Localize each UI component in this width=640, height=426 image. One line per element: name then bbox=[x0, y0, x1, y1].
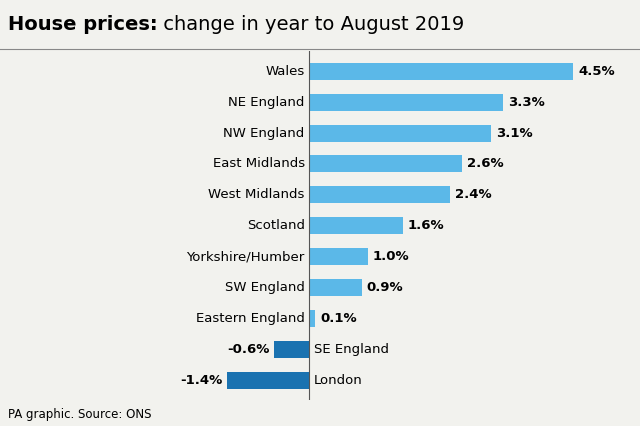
Text: NW England: NW England bbox=[223, 127, 305, 140]
Bar bbox=[309, 217, 403, 234]
Text: House prices:: House prices: bbox=[8, 15, 157, 34]
Bar bbox=[309, 248, 368, 265]
Text: SE England: SE England bbox=[314, 343, 389, 356]
Text: Scotland: Scotland bbox=[246, 219, 305, 232]
Text: East Midlands: East Midlands bbox=[212, 158, 305, 170]
Text: SW England: SW England bbox=[225, 281, 305, 294]
Bar bbox=[309, 94, 503, 111]
Text: -0.6%: -0.6% bbox=[227, 343, 269, 356]
Text: -1.4%: -1.4% bbox=[180, 374, 223, 387]
Bar bbox=[309, 279, 362, 296]
Text: 2.6%: 2.6% bbox=[467, 158, 503, 170]
Bar bbox=[309, 124, 492, 141]
Text: 3.1%: 3.1% bbox=[496, 127, 532, 140]
Text: Yorkshire/Humber: Yorkshire/Humber bbox=[186, 250, 305, 263]
Bar bbox=[309, 155, 462, 173]
Text: Wales: Wales bbox=[266, 65, 305, 78]
Text: West Midlands: West Midlands bbox=[208, 188, 305, 201]
Bar bbox=[309, 63, 573, 80]
Text: NE England: NE England bbox=[228, 95, 305, 109]
Text: 3.3%: 3.3% bbox=[508, 95, 545, 109]
Text: PA graphic. Source: ONS: PA graphic. Source: ONS bbox=[8, 408, 151, 421]
Bar bbox=[227, 372, 309, 389]
Bar bbox=[309, 186, 450, 203]
Text: 2.4%: 2.4% bbox=[455, 188, 492, 201]
Text: 1.0%: 1.0% bbox=[372, 250, 410, 263]
Text: change in year to August 2019: change in year to August 2019 bbox=[157, 15, 465, 34]
Text: Eastern England: Eastern England bbox=[196, 312, 305, 325]
Text: 1.6%: 1.6% bbox=[408, 219, 445, 232]
Text: London: London bbox=[314, 374, 363, 387]
Bar bbox=[274, 341, 309, 358]
Bar bbox=[309, 310, 315, 327]
Text: 4.5%: 4.5% bbox=[578, 65, 614, 78]
Text: 0.1%: 0.1% bbox=[320, 312, 356, 325]
Text: 0.9%: 0.9% bbox=[367, 281, 403, 294]
